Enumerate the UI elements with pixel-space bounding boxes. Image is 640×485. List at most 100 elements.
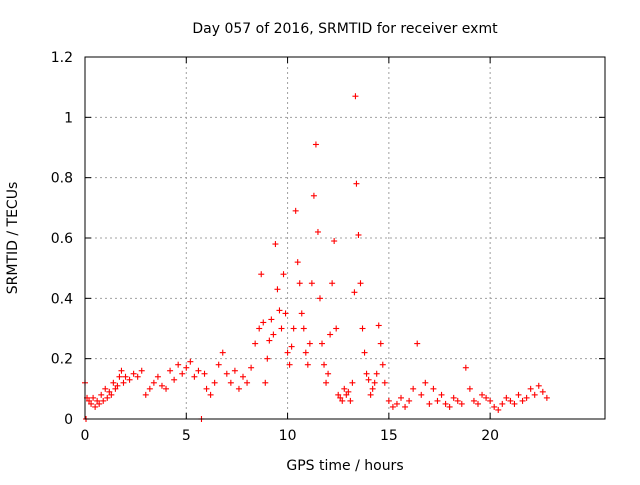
- data-point: [252, 340, 259, 347]
- data-point: [312, 141, 319, 148]
- data-point: [377, 340, 384, 347]
- data-point: [479, 391, 486, 398]
- data-point: [507, 397, 514, 404]
- data-point: [142, 391, 149, 398]
- data-point: [240, 373, 247, 380]
- data-point: [167, 367, 174, 374]
- data-point: [175, 361, 182, 368]
- data-point: [337, 394, 344, 401]
- data-point: [379, 361, 386, 368]
- x-tick-label: 0: [81, 428, 90, 444]
- data-point: [270, 331, 277, 338]
- data-point: [410, 385, 417, 392]
- data-point: [314, 228, 321, 235]
- y-axis-label: SRMTID / TECUs: [5, 182, 21, 295]
- plot-frame: [84, 56, 606, 420]
- data-point: [321, 361, 328, 368]
- y-tick-label: 0.4: [51, 291, 73, 307]
- data-point: [211, 379, 218, 386]
- data-point: [454, 397, 461, 404]
- data-point: [323, 379, 330, 386]
- data-point: [179, 370, 186, 377]
- data-point: [487, 397, 494, 404]
- data-point: [357, 280, 364, 287]
- data-point: [282, 310, 289, 317]
- data-point: [535, 382, 542, 389]
- data-point: [353, 180, 360, 187]
- data-point: [126, 376, 133, 383]
- data-point: [365, 376, 372, 383]
- x-tick-label: 15: [380, 428, 398, 444]
- data-point: [418, 391, 425, 398]
- data-point: [349, 379, 356, 386]
- data-point: [361, 349, 368, 356]
- data-point: [426, 400, 433, 407]
- data-point: [171, 376, 178, 383]
- data-point: [163, 385, 170, 392]
- data-point: [235, 385, 242, 392]
- data-point: [327, 331, 334, 338]
- data-point: [515, 391, 522, 398]
- data-point: [381, 379, 388, 386]
- data-point: [531, 391, 538, 398]
- y-tick-label: 0.2: [51, 352, 73, 368]
- data-point: [306, 340, 313, 347]
- data-point: [276, 307, 283, 314]
- data-point: [333, 325, 340, 332]
- data-point: [90, 394, 97, 401]
- data-point: [434, 397, 441, 404]
- data-point: [110, 379, 117, 386]
- data-point: [108, 391, 115, 398]
- data-point: [191, 373, 198, 380]
- data-point: [335, 391, 342, 398]
- axis-ticks: 0 0.2 0.4 0.6 0.8 1 1.2 0 5 10 15 20: [51, 50, 605, 444]
- data-point: [499, 400, 506, 407]
- data-point: [264, 355, 271, 362]
- data-point: [280, 271, 287, 278]
- data-point: [227, 379, 234, 386]
- y-tick-label: 0.6: [51, 231, 73, 247]
- x-tick-label: 20: [481, 428, 499, 444]
- data-point: [371, 379, 378, 386]
- data-point: [393, 400, 400, 407]
- data-point: [195, 367, 202, 374]
- data-point: [112, 385, 119, 392]
- data-point: [511, 400, 518, 407]
- data-point: [495, 406, 502, 413]
- data-point: [102, 385, 109, 392]
- data-point: [373, 370, 380, 377]
- data-point: [523, 394, 530, 401]
- data-point: [539, 388, 546, 395]
- data-point: [302, 349, 309, 356]
- data-point: [94, 397, 101, 404]
- data-point: [355, 231, 362, 238]
- data-point: [262, 379, 269, 386]
- data-point: [325, 370, 332, 377]
- data-point: [298, 310, 305, 317]
- data-point: [359, 325, 366, 332]
- data-point: [316, 295, 323, 302]
- data-point: [351, 289, 358, 296]
- data-point: [347, 397, 354, 404]
- data-point: [154, 373, 161, 380]
- data-point: [100, 397, 107, 404]
- x-tick-label: 10: [279, 428, 297, 444]
- data-point: [150, 379, 157, 386]
- chart-title: Day 057 of 2016, SRMTID for receiver exm…: [192, 21, 498, 37]
- data-points: [82, 93, 550, 422]
- data-point: [106, 388, 113, 395]
- data-point: [260, 319, 267, 326]
- data-point: [92, 403, 99, 410]
- data-point: [207, 391, 214, 398]
- data-point: [272, 241, 279, 248]
- data-point: [138, 367, 145, 374]
- data-point: [442, 400, 449, 407]
- data-point: [398, 394, 405, 401]
- data-point: [466, 385, 473, 392]
- data-point: [543, 394, 550, 401]
- data-point: [369, 385, 376, 392]
- data-point: [319, 340, 326, 347]
- data-point: [286, 361, 293, 368]
